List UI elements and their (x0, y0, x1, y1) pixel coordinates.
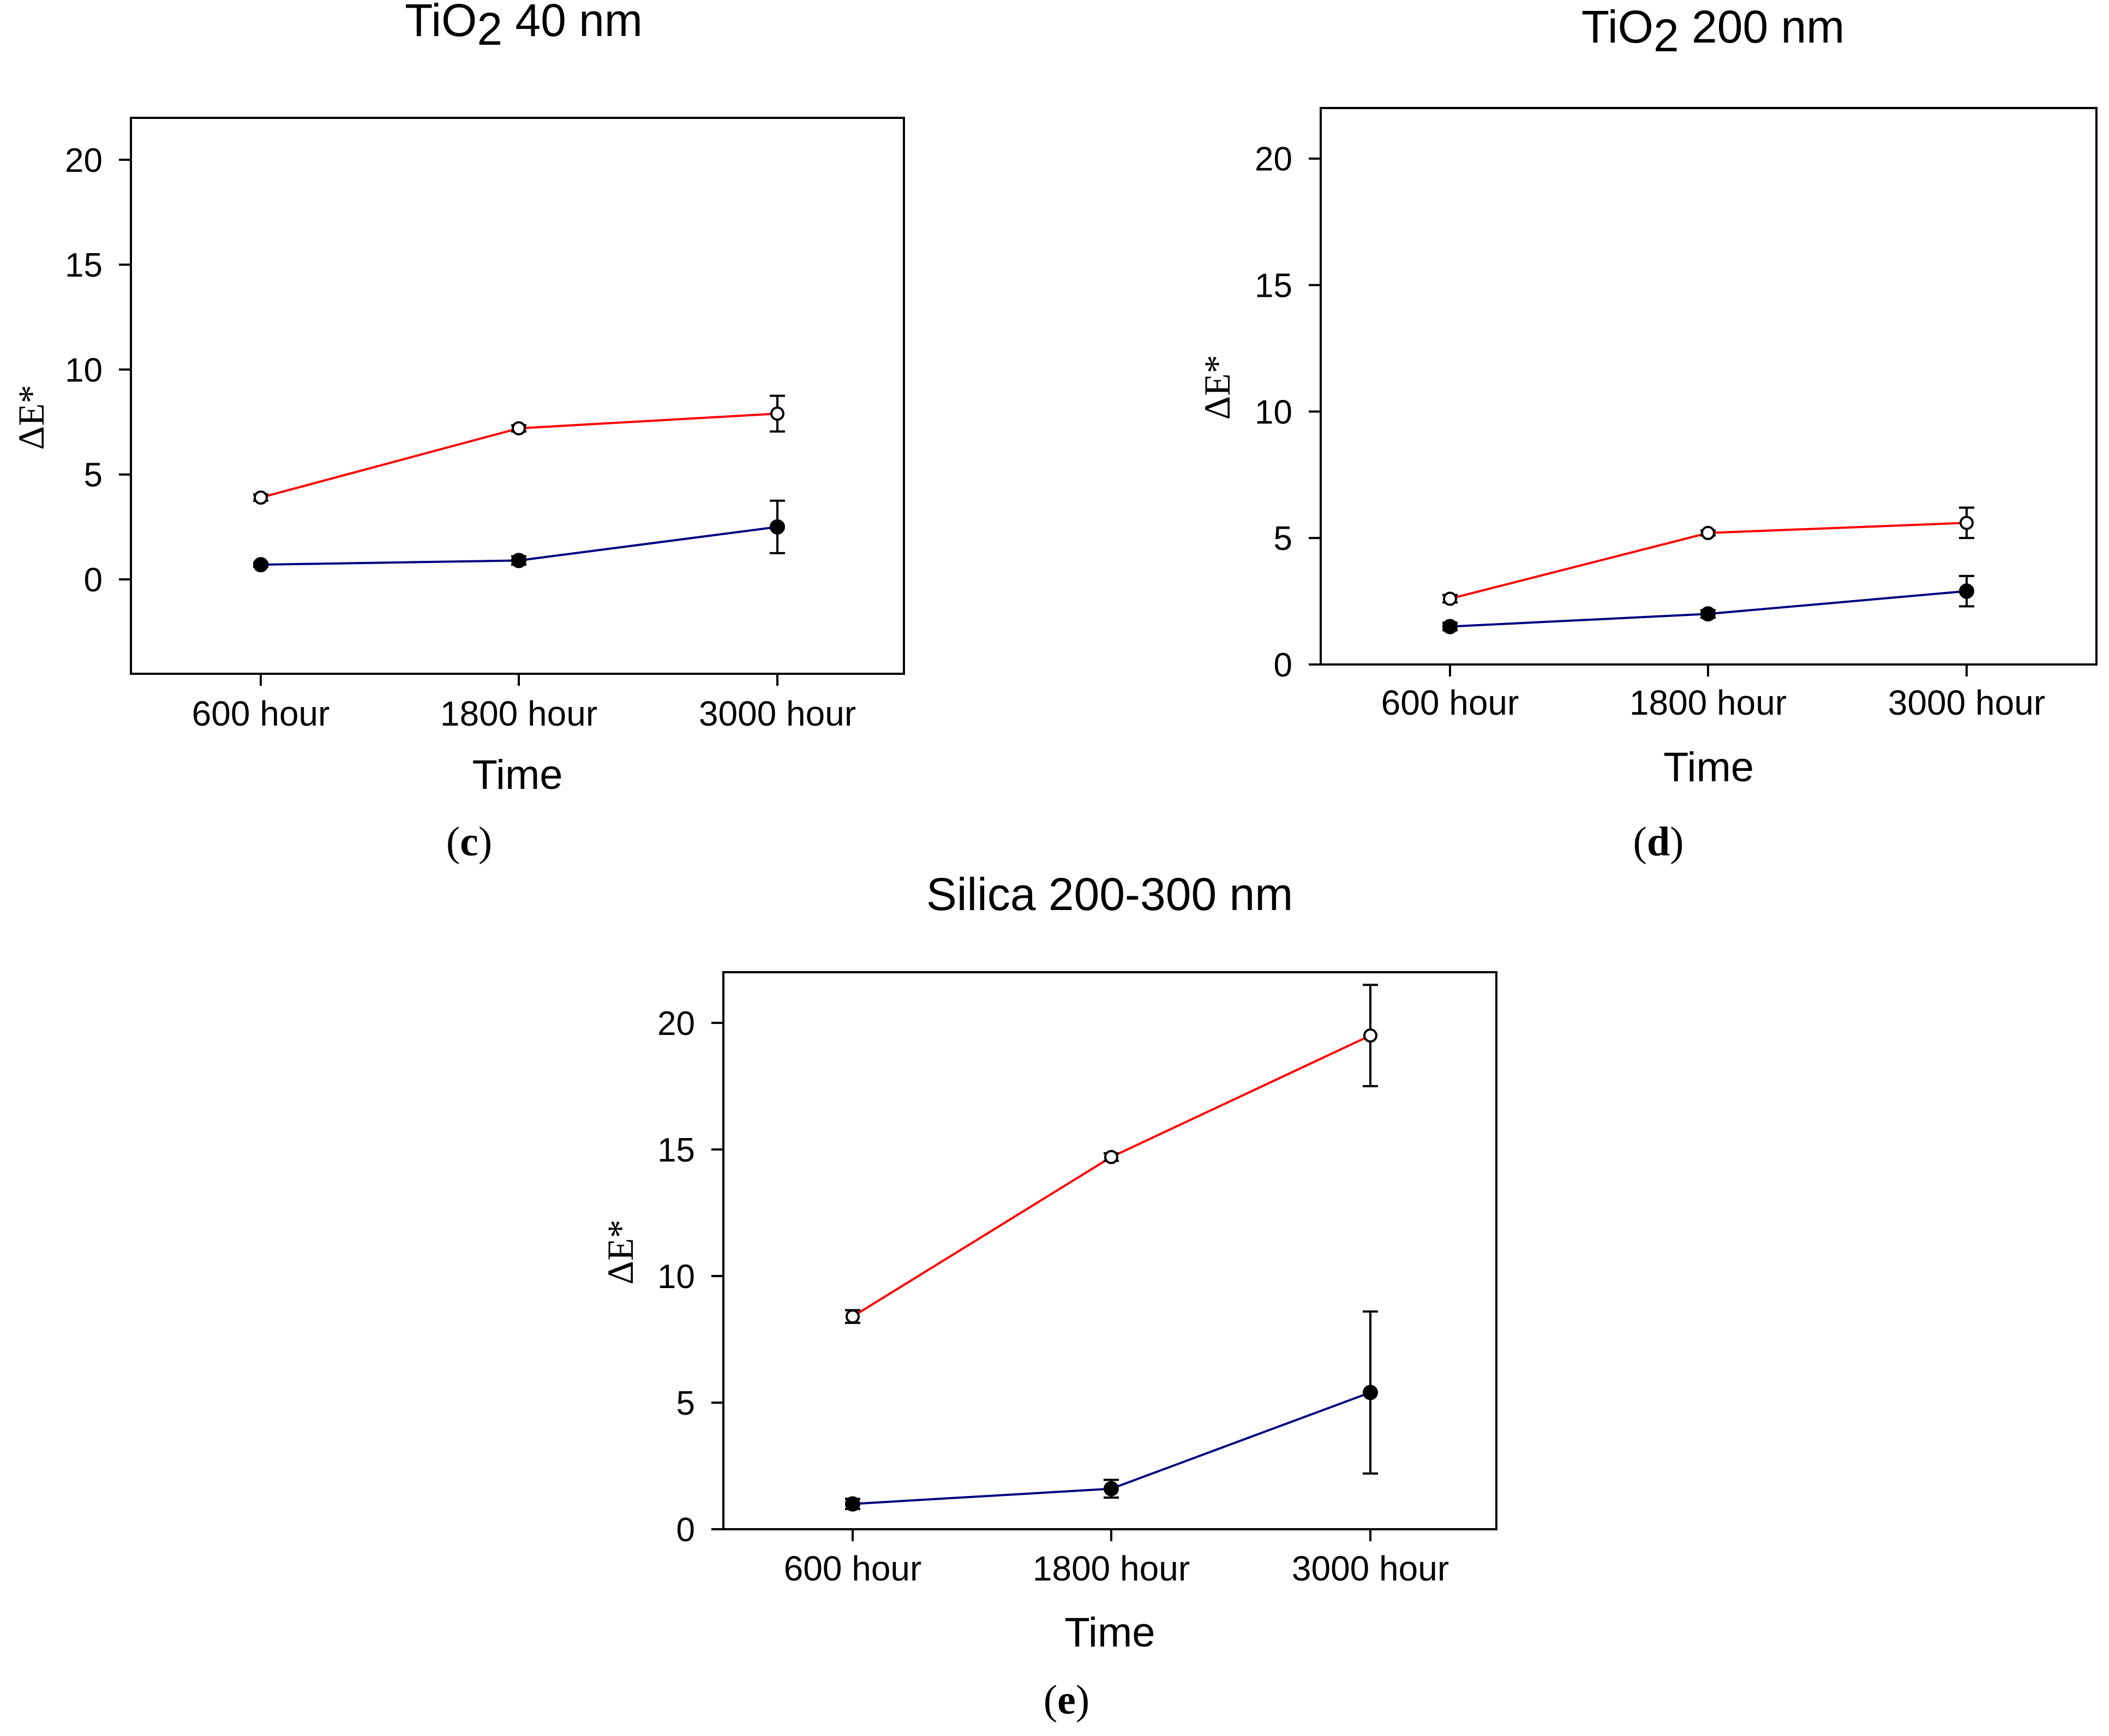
chart-title-d: TiO2 200 nm (1581, 1, 1844, 61)
y-tick-label: 5 (84, 457, 103, 494)
chart-title-subscript: 2 (1653, 10, 1679, 61)
data-point (253, 557, 268, 573)
series-filled (1442, 574, 1974, 634)
x-tick-label: 3000 hour (699, 694, 856, 733)
y-axis-label: ΔE* (1196, 355, 1238, 420)
x-tick-label: 600 hour (1381, 683, 1519, 722)
chart-panel-c: TiO2 40 nm 0 5 10 15 20 600 hour 1800 hour 3000 … (10, 0, 905, 865)
x-tick-label: 1800 hour (1033, 1549, 1190, 1588)
y-tick-label: 5 (676, 1385, 695, 1422)
y-tick-label: 15 (657, 1132, 695, 1169)
y-tick-label: 15 (65, 247, 103, 284)
y-tick-label: 0 (676, 1511, 695, 1549)
chart-title-main: Silica 200-300 nm (926, 869, 1293, 920)
x-axis-label: Time (472, 752, 562, 798)
y-tick-label: 10 (657, 1258, 695, 1296)
chart-title-rest: 40 nm (502, 0, 643, 46)
plot-frame (722, 971, 1497, 1530)
data-point (846, 1309, 860, 1324)
panel-label-close-paren: ) (1670, 819, 1683, 865)
plot-frame (1320, 107, 2098, 666)
chart-title-e: Silica 200-300 nm (926, 869, 1293, 920)
panel-label: (e) (1044, 1677, 1089, 1723)
y-tick-label: 15 (1255, 267, 1292, 305)
series-open (845, 984, 1378, 1324)
data-point (1442, 619, 1458, 634)
data-point (254, 490, 268, 505)
chart-title-subscript: 2 (477, 3, 502, 55)
plot-frame (130, 117, 905, 675)
data-point (1104, 1481, 1119, 1496)
series-open (1442, 506, 1974, 606)
y-tick-label: 10 (1255, 393, 1292, 431)
x-tick-label: 3000 hour (1888, 683, 2045, 722)
data-point (1443, 591, 1457, 606)
panel-label-close-paren: ) (478, 819, 492, 865)
chart-title-main: TiO (1581, 1, 1653, 52)
chart-title-c: TiO2 40 nm (405, 0, 643, 55)
y-tick-label: 20 (1255, 141, 1292, 178)
x-axis-label: Time (1663, 744, 1754, 791)
data-point (1959, 583, 1974, 599)
data-point (1363, 1385, 1378, 1400)
data-point (770, 406, 784, 421)
data-point (1701, 525, 1715, 540)
data-point (770, 519, 785, 535)
y-tick-label: 20 (657, 1005, 695, 1043)
x-axis-label: Time (1064, 1609, 1155, 1656)
y-tick-label: 0 (1274, 646, 1292, 684)
y-tick-label: 20 (65, 142, 103, 179)
panel-label-close-paren: ) (1076, 1677, 1089, 1723)
panel-label-open-paren: ( (1044, 1677, 1057, 1723)
data-point (1104, 1150, 1118, 1164)
y-tick-label: 0 (84, 561, 103, 599)
x-tick-label: 600 hour (192, 694, 330, 733)
data-point (845, 1496, 860, 1512)
data-point (511, 553, 526, 568)
x-tick-label: 3000 hour (1292, 1549, 1449, 1588)
series-open (253, 394, 785, 505)
series-filled (845, 1310, 1378, 1512)
chart-panel-d: TiO2 200 nm 0 5 10 15 20 600 hour 1800 hour 3000… (1196, 1, 2098, 865)
series-line (852, 1034, 1371, 1318)
panel-label-open-paren: ( (1633, 819, 1647, 865)
panel-label: (c) (446, 819, 492, 865)
x-tick-label: 600 hour (784, 1549, 922, 1588)
chart-panel-e: Silica 200-300 nm 0 5 10 15 20 600 hour 1800 ho… (600, 869, 1497, 1723)
data-point (1700, 606, 1716, 622)
data-point (1363, 1028, 1377, 1043)
y-axis-label: ΔE* (10, 385, 52, 450)
series-filled (253, 499, 785, 573)
panel-label: (d) (1633, 819, 1684, 865)
chart-title-main: TiO (405, 0, 477, 46)
y-tick-label: 5 (1274, 520, 1292, 558)
data-point (1960, 516, 1974, 530)
y-tick-label: 10 (65, 351, 103, 389)
x-tick-label: 1800 hour (440, 694, 597, 733)
y-axis-label: ΔE* (600, 1219, 641, 1284)
chart-title-rest: 200 nm (1679, 1, 1845, 52)
panel-label-letter: c (460, 819, 478, 865)
panel-label-letter: d (1647, 819, 1670, 865)
x-tick-label: 1800 hour (1629, 683, 1787, 722)
data-point (512, 421, 526, 436)
panel-label-open-paren: ( (446, 819, 460, 865)
panel-label-letter: e (1057, 1677, 1076, 1723)
